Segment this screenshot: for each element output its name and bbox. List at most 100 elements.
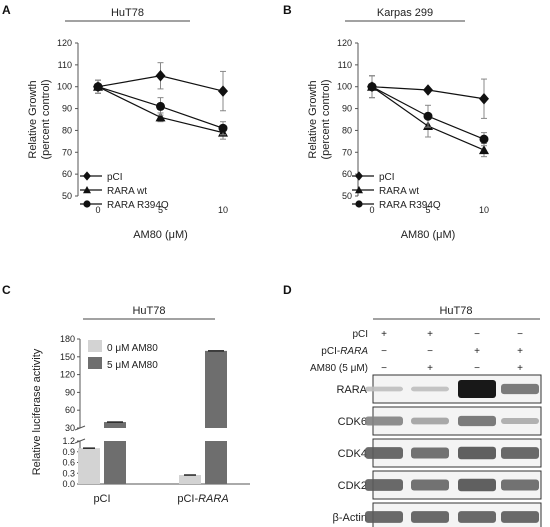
panel-A-y-axis-label: Relative Growth (percent control) [27, 79, 52, 159]
panel-B-y-tick-label: 90 [342, 104, 352, 114]
panel-B-y-axis-label-line2: (percent control) [320, 79, 332, 159]
panel-A-y-axis-label-line2: (percent control) [40, 79, 52, 159]
panel-A-y-tick-label: 90 [62, 104, 72, 114]
panel-C-x-tick-label-part: pCI- [177, 493, 198, 505]
panel-D-condition-mark: − [427, 346, 433, 357]
panel-C-y-tick-label: 0.6 [62, 458, 75, 468]
panel-C-y-tick-label: 0.3 [62, 468, 75, 478]
panel-B-legend-rara-wt-label: RARA wt [379, 186, 419, 197]
panel-B-y-tick-label: 60 [342, 169, 352, 179]
panel-D-band-rara-lane [458, 380, 496, 398]
panel-C-legend-0-m-am80-swatch [88, 340, 102, 352]
panel-D-band-label-cdk2: CDK2 [338, 480, 367, 492]
panel-B-series-rara-r394q-point [423, 111, 433, 121]
panel-C-y-tick-label: 150 [60, 352, 75, 362]
panel-B-series-pci-point [423, 84, 433, 96]
panel-C-x-tick-label: pCI-RARA [177, 493, 228, 505]
panel-D-condition-mark: − [474, 329, 480, 340]
panel-D-band--actin-lane [365, 511, 403, 523]
panel-D-condition-mark: + [381, 329, 387, 340]
panel-C-bar-5-m-am80-upper [205, 350, 227, 428]
panel-C-legend-5-m-am80-label: 5 μM AM80 [107, 360, 158, 371]
panel-B-y-tick-label: 100 [337, 82, 352, 92]
panel-C-bar-5-m-am80-lower [205, 441, 227, 484]
panel-D-condition-label: pCI [352, 329, 368, 340]
panel-B-legend-pci-label: pCI [379, 172, 395, 183]
panel-D-band-label-rara: RARA [336, 384, 367, 396]
panel-D-band-cdk4-lane [501, 447, 539, 459]
panel-B-x-tick-label: 5 [425, 205, 430, 215]
panel-label-D: D [283, 283, 292, 297]
panel-D-band-label--actin: β-Actin [333, 512, 367, 524]
panel-A-y-tick-label: 80 [62, 125, 72, 135]
panel-A-series-pci-point [155, 70, 166, 82]
panel-A-legend-rara-r394q-label: RARA R394Q [107, 200, 169, 211]
panel-label-C: C [2, 283, 11, 297]
panel-label-B: B [283, 3, 292, 17]
panel-D-band-cdk2-lane [411, 479, 449, 491]
panel-D-condition-mark: − [474, 363, 480, 374]
panel-D-title: HuT78 [439, 305, 472, 317]
panel-A-legend-pci-label: pCI [107, 172, 123, 183]
panel-D-band--actin-lane [458, 511, 496, 523]
panel-A-series-rara-r394q-point [93, 82, 103, 92]
panel-B-series-rara-wt-point [479, 145, 489, 155]
panel-D-condition-label: AM80 (5 μM) [310, 363, 368, 374]
panel-B-legend-pci-marker [355, 171, 363, 181]
panel-C-legend-0-m-am80-label: 0 μM AM80 [107, 343, 158, 354]
panel-D-band-cdk2-lane [365, 479, 403, 491]
panel-C-x-tick-label-italic: RARA [198, 493, 229, 505]
panel-D-condition-mark: − [381, 346, 387, 357]
panel-D-band-cdk6-lane [365, 416, 403, 426]
panel-D-band-label-cdk4: CDK4 [338, 448, 367, 460]
panel-C-y-tick-label: 120 [60, 370, 75, 380]
panel-A-y-tick-label: 70 [62, 147, 72, 157]
panel-C-y-axis-label: Relative luciferase activity [31, 348, 43, 475]
panel-D-band-cdk4-lane [458, 446, 496, 460]
panel-A-x-tick-label: 0 [95, 205, 100, 215]
panel-C-y-tick-label: 0.9 [62, 447, 75, 457]
panel-A-legend-rara-wt-label: RARA wt [107, 186, 147, 197]
panel-B-y-tick-label: 70 [342, 147, 352, 157]
panel-B-y-tick-label: 80 [342, 125, 352, 135]
panel-A-x-axis-label: AM80 (μM) [133, 229, 188, 241]
panel-A-series-rara-wt-point [155, 112, 166, 122]
panel-D-condition-mark: + [517, 363, 523, 374]
panel-D-band-rara-lane [411, 386, 449, 392]
panel-C-y-tick-label: 180 [60, 334, 75, 344]
panel-A-x-tick-label: 5 [158, 205, 163, 215]
panel-D-condition-mark: + [474, 346, 480, 357]
panel-C-y-axis-label-text: Relative luciferase activity [31, 348, 43, 475]
panel-B-title: Karpas 299 [377, 7, 433, 19]
panel-B-x-tick-label: 0 [369, 205, 374, 215]
panel-A-y-axis-label-line1: Relative Growth [27, 80, 39, 158]
panel-D-condition-label-italic: RARA [340, 346, 368, 357]
panel-C-y-tick-label: 30 [65, 423, 75, 433]
panel-D-condition-label: pCI-RARA [321, 346, 368, 357]
panel-D-band-cdk2-lane [501, 479, 539, 491]
panel-D-condition-mark: − [381, 363, 387, 374]
panel-D-band-cdk6-lane [501, 417, 539, 425]
panel-A-y-tick-label: 60 [62, 169, 72, 179]
panel-D-band-rara-lane [365, 386, 403, 392]
panel-C-bar-5-m-am80-upper [104, 422, 126, 428]
panel-A-legend-pci-marker [83, 171, 91, 181]
panel-C-bar-5-m-am80-lower [104, 441, 126, 484]
panel-D-condition-mark: + [427, 363, 433, 374]
panel-B-legend-rara-r394q-marker [355, 200, 363, 208]
panel-C-y-tick-label: 1.2 [62, 436, 75, 446]
panel-D-condition-label-part: pCI- [321, 346, 340, 357]
panel-A-y-tick-label: 100 [57, 82, 72, 92]
panel-C-bar-0-m-am80 [179, 475, 201, 484]
panel-D-band-label-cdk6: CDK6 [338, 416, 367, 428]
panel-D-condition-mark: − [517, 329, 523, 340]
panel-C-y-tick-label: 0.0 [62, 479, 75, 489]
panel-B-series-rara-r394q-point [367, 82, 377, 92]
panel-A-series-pci-point [218, 85, 228, 97]
panel-label-A: A [2, 3, 11, 17]
panel-C-y-tick-label: 90 [65, 387, 75, 397]
panel-D-band--actin-lane [411, 511, 449, 523]
panel-B-y-tick-label: 110 [338, 60, 352, 70]
panel-A-y-tick-label: 50 [62, 191, 72, 201]
panel-A-legend-rara-r394q-marker [83, 200, 91, 208]
